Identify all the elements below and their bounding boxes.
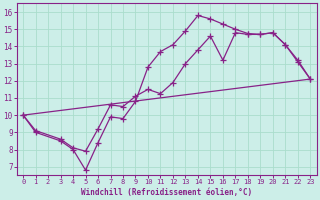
X-axis label: Windchill (Refroidissement éolien,°C): Windchill (Refroidissement éolien,°C): [81, 188, 252, 197]
